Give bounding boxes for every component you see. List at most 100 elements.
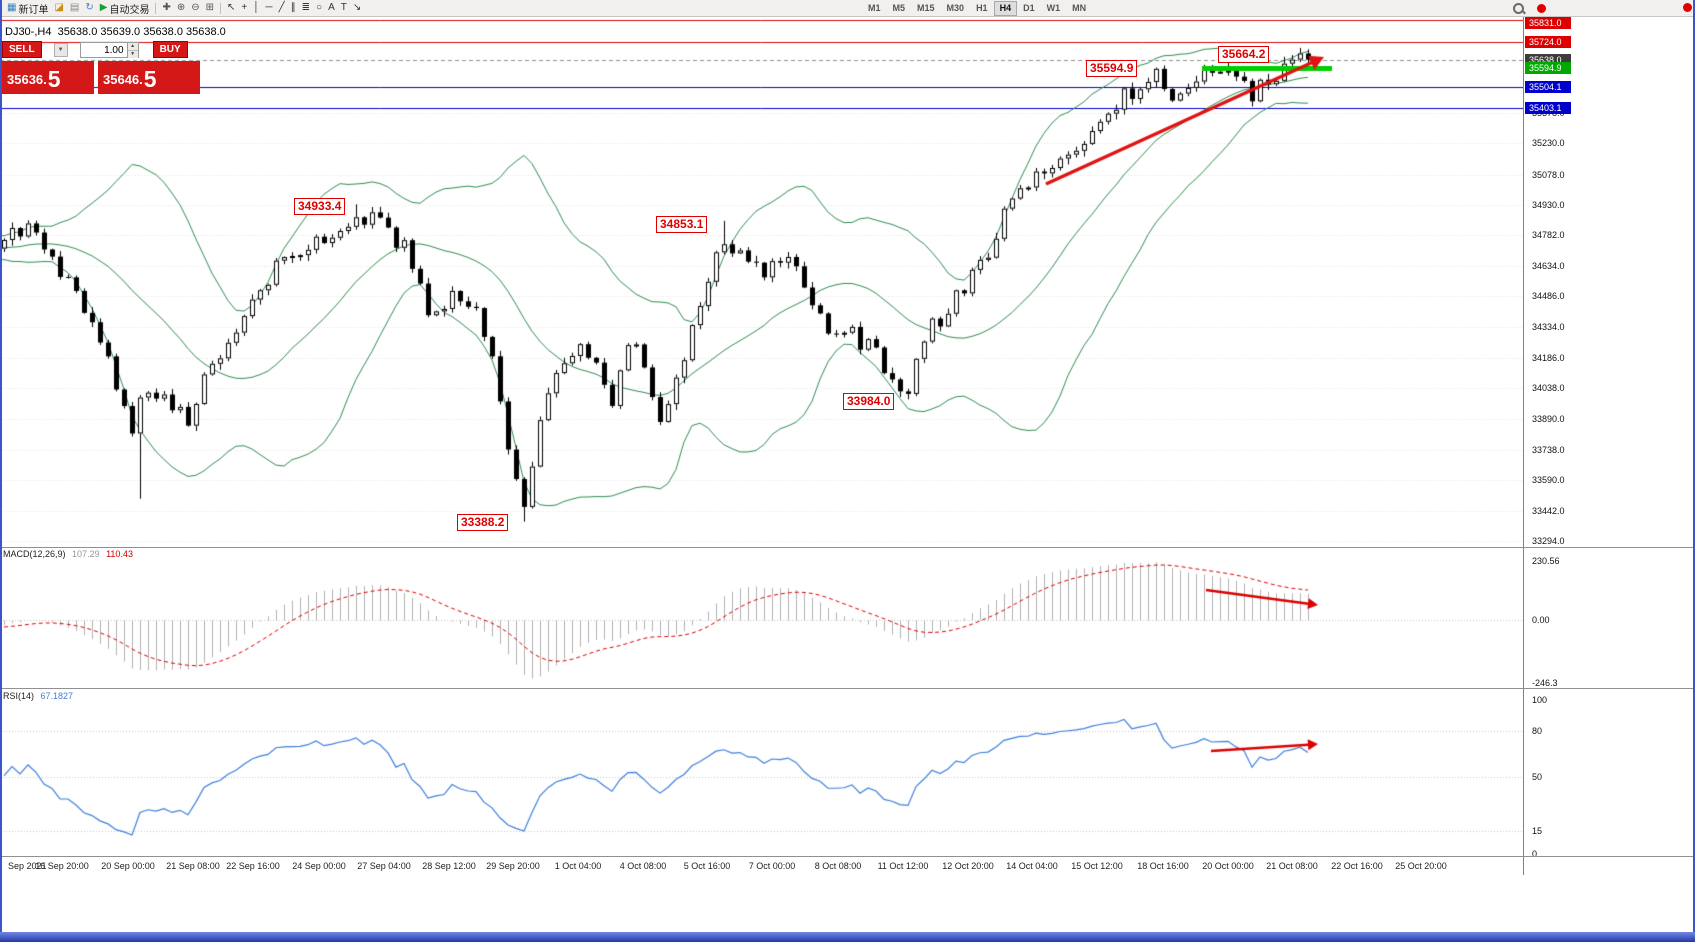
macd-signal-value: 110.43 — [106, 549, 133, 559]
price-axis-tick: 35230.0 — [1532, 138, 1565, 149]
price-axis-box: 35403.1 — [1525, 101, 1571, 114]
arrow-tools-icon[interactable]: ↘ — [350, 1, 364, 15]
price-callout: 33984.0 — [843, 393, 895, 410]
sell-button[interactable]: SELL — [2, 41, 42, 58]
tile-windows-icon[interactable]: ⊞ — [203, 1, 217, 15]
volume-input[interactable]: 1.00 ▲ ▼ — [79, 41, 139, 58]
one-click-trading-panel: SELL ▼ 1.00 ▲ ▼ BUY 35636. 5 35646. 5 — [2, 40, 206, 94]
time-axis-label: 16 Sep 20:00 — [35, 861, 89, 871]
rsi-axis-label: 15 — [1532, 826, 1543, 836]
timeframe-mn[interactable]: MN — [1072, 3, 1087, 13]
arrow-tools-icon: ↘ — [352, 2, 362, 13]
label-icon[interactable]: T — [338, 1, 350, 15]
volume-dropdown[interactable]: ▼ — [53, 42, 68, 57]
time-axis-label: 27 Sep 04:00 — [357, 861, 411, 871]
profiles-icon[interactable]: ▤ — [67, 1, 82, 15]
refresh-icon: ↻ — [85, 2, 94, 13]
macd-indicator-label: MACD(12,26,9) 107.29 110.43 — [3, 549, 133, 559]
price-axis[interactable]: 35378.035230.035078.034930.034782.034634… — [1523, 17, 1695, 875]
buy-price-big-digit: 5 — [143, 66, 157, 92]
sell-price[interactable]: 35636. 5 — [2, 61, 94, 94]
search-icon[interactable] — [1512, 2, 1525, 15]
buy-button[interactable]: BUY — [152, 41, 188, 58]
time-axis-label: 14 Oct 04:00 — [1006, 861, 1058, 871]
time-axis-label: 25 Oct 20:00 — [1395, 861, 1447, 871]
toolbar: ▦ 新订单 ◪ ▤ ↻ ▶ 自动交易 ✚ ⊕ ⊖ ⊞ ↖ + │ ─ ╱ ∥ ≣ ○ A T ↘ M1 M5 M15 M30 H1… — [0, 0, 1695, 17]
buy-price-main: 35646. — [103, 72, 143, 87]
algo-trading-icon: ▶ — [99, 2, 108, 13]
algo-trading-button[interactable]: ▶ 自动交易 — [97, 1, 153, 16]
timeframe-w1[interactable]: W1 — [1046, 3, 1061, 13]
timeframe-m15[interactable]: M15 — [917, 3, 935, 13]
time-axis-label: 15 Oct 12:00 — [1071, 861, 1123, 871]
zoom-out-icon[interactable]: ⊖ — [188, 1, 202, 15]
time-axis-label: 5 Oct 16:00 — [683, 861, 731, 871]
toolbar-separator — [155, 2, 157, 14]
price-axis-box: 35831.0 — [1525, 17, 1571, 29]
new-chart-icon[interactable]: ◪ — [51, 1, 66, 15]
price-callout: 34853.1 — [656, 216, 708, 233]
rsi-value: 67.1827 — [40, 691, 74, 701]
timeframe-h1[interactable]: H1 — [976, 3, 988, 13]
rsi-axis-label: 50 — [1532, 772, 1543, 782]
time-axis[interactable]: Sep 2021 16 Sep 20:00 20 Sep 00:00 21 Sep 0… — [0, 857, 1523, 875]
price-axis-tick: 34186.0 — [1532, 352, 1565, 363]
channel-icon[interactable]: ∥ — [288, 1, 299, 15]
price-callout: 35664.2 — [1218, 46, 1270, 63]
time-axis-label: 22 Oct 16:00 — [1331, 861, 1383, 871]
cursor-icon: ↖ — [227, 2, 236, 13]
time-axis-label: 1 Oct 04:00 — [554, 861, 602, 871]
price-axis-box: 35724.0 — [1525, 35, 1571, 48]
rsi-axis-label: 0 — [1532, 849, 1538, 859]
timeframe-h4[interactable]: H4 — [993, 1, 1018, 16]
volume-up-button[interactable]: ▲ — [127, 42, 138, 51]
rsi-axis-label: 100 — [1532, 695, 1548, 705]
new-chart-icon: ◪ — [54, 2, 64, 13]
macd-axis-label: 230.56 — [1532, 556, 1560, 566]
price-axis-box: 35504.1 — [1525, 81, 1571, 94]
vertical-line-icon[interactable]: │ — [250, 1, 262, 15]
chart-title: DJ30-,H4 35638.0 35639.0 35638.0 35638.0 — [5, 26, 226, 38]
volume-down-button[interactable]: ▼ — [127, 50, 138, 58]
vertical-line-icon: │ — [253, 2, 260, 13]
timeframe-m5[interactable]: M5 — [892, 3, 906, 13]
new-order-icon: ▦ — [7, 2, 17, 13]
timeframe-m30[interactable]: M30 — [946, 3, 965, 13]
zoom-in-icon[interactable]: ⊕ — [174, 1, 188, 15]
new-order-button[interactable]: ▦ 新订单 — [4, 1, 51, 16]
crosshair-tool-icon[interactable]: + — [238, 1, 250, 15]
panel-splitter[interactable] — [0, 856, 1695, 857]
price-axis-box: 35594.9 — [1525, 62, 1571, 75]
window-border-right — [1693, 0, 1695, 942]
time-axis-label: 4 Oct 08:00 — [619, 861, 667, 871]
price-axis-tick: 33590.0 — [1532, 475, 1565, 486]
refresh-icon[interactable]: ↻ — [82, 1, 96, 15]
toolbar-right-group — [1512, 2, 1546, 15]
price-axis-tick: 35078.0 — [1532, 169, 1565, 180]
timeframe-d1[interactable]: D1 — [1023, 3, 1035, 13]
horizontal-line-icon[interactable]: ─ — [263, 1, 276, 15]
shapes-icon[interactable]: ○ — [313, 1, 325, 15]
trendline-icon[interactable]: ╱ — [276, 1, 288, 15]
cursor-icon[interactable]: ↖ — [224, 1, 238, 15]
trade-prices-row: 35636. 5 35646. 5 — [2, 61, 206, 94]
price-axis-tick: 33890.0 — [1532, 413, 1565, 424]
volume-value[interactable]: 1.00 — [104, 44, 124, 56]
time-axis-label: 8 Oct 08:00 — [814, 861, 862, 871]
sell-price-big-digit: 5 — [47, 66, 61, 92]
price-axis-tick: 34930.0 — [1532, 200, 1565, 211]
panel-splitter[interactable] — [0, 688, 1695, 689]
buy-price[interactable]: 35646. 5 — [98, 61, 200, 94]
panel-splitter[interactable] — [0, 547, 1695, 548]
timeframe-m1[interactable]: M1 — [868, 3, 881, 13]
crosshair-icon[interactable]: ✚ — [159, 1, 173, 15]
tile-windows-icon: ⊞ — [205, 2, 215, 13]
fibonacci-icon: ≣ — [301, 2, 311, 13]
time-axis-label: 21 Oct 08:00 — [1266, 861, 1318, 871]
fibonacci-icon[interactable]: ≣ — [299, 1, 313, 15]
crosshair-icon: ✚ — [162, 2, 171, 13]
price-axis-tick: 34334.0 — [1532, 322, 1565, 333]
text-icon[interactable]: A — [325, 1, 338, 15]
